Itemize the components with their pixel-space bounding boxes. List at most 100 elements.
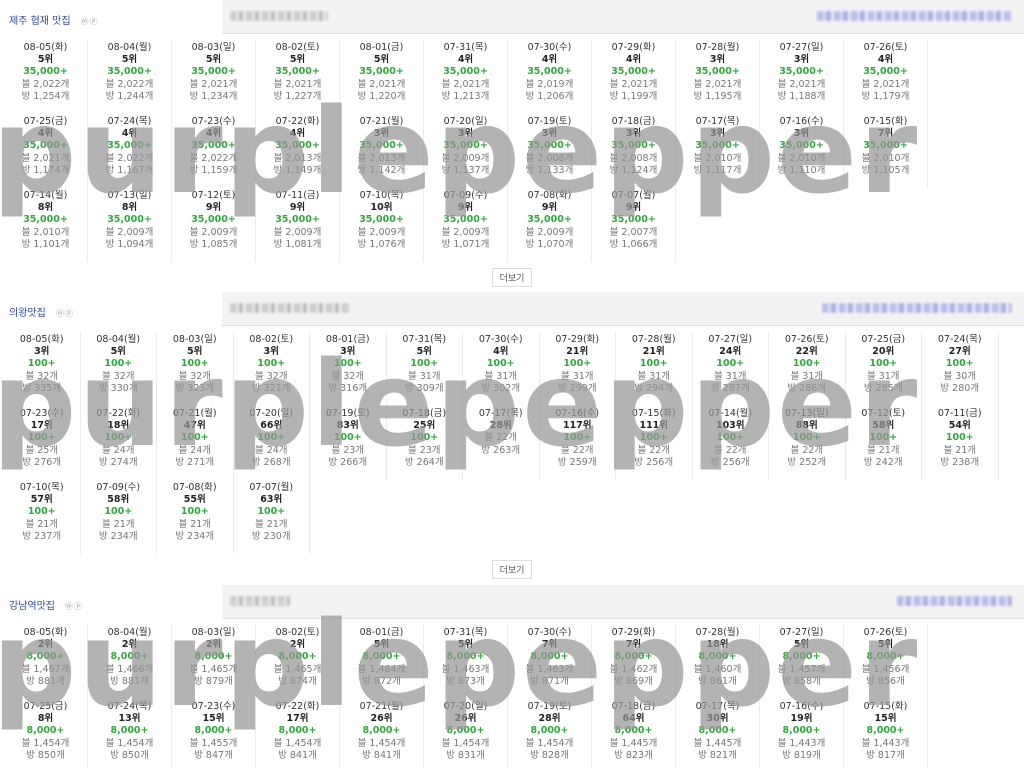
rank-date: 07-12(토) [861,408,906,419]
cafe-count: 방 869개 [614,675,653,687]
rank-value: 57위 [30,494,53,506]
cafe-count: 방 1,179개 [861,90,910,102]
blog-count: 블 1,454개 [105,737,154,749]
rank-cell: 08-05(화) 5위 35,000+ 블 2,022개 방 1,254개 [4,40,88,114]
blog-count: 블 2,009개 [105,226,154,238]
search-volume: 8,000+ [446,651,485,663]
rank-date: 07-28(월) [695,42,740,53]
rank-value: 15위 [202,713,225,725]
cafe-count: 방 1,105개 [861,164,910,176]
rank-value: 4위 [289,128,306,140]
rank-cell: 07-28(월) 3위 35,000+ 블 2,021개 방 1,195개 [676,40,760,114]
rank-value: 2위 [121,639,138,651]
blog-count: 블 1,445개 [693,737,742,749]
rank-cell: 08-02(토) 3위 100+ 블 32개 방 321개 [234,332,310,406]
cafe-count: 방 259개 [557,456,597,468]
rank-cell: 07-25(금) 20위 100+ 블 31개 방 285개 [846,332,922,406]
rank-value: 15위 [874,713,897,725]
rank-value: 2위 [205,639,222,651]
section-header: 강남역맛집 ⓜⓟ [0,585,1024,619]
search-volume: 35,000+ [443,140,488,152]
section-title[interactable]: 강남역맛집 [9,601,55,612]
cafe-count: 방 1,149개 [273,164,322,176]
cafe-count: 방 850개 [110,749,149,761]
cafe-count: 방 881개 [110,675,149,687]
rank-cell: 07-18(금) 25위 100+ 블 23개 방 264개 [387,406,463,480]
rank-date: 07-10(목) [19,482,64,493]
search-volume: 35,000+ [275,140,320,152]
rank-value: 4위 [541,54,558,66]
rank-cell: 07-11(금) 9위 35,000+ 블 2,009개 방 1,081개 [256,188,340,262]
search-volume: 8,000+ [362,651,401,663]
rank-cell: 08-05(화) 3위 100+ 블 32개 방 335개 [4,332,81,406]
blog-count: 블 2,021개 [273,78,322,90]
rank-date: 08-04(월) [96,334,141,345]
search-volume: 100+ [104,432,133,444]
rank-date: 07-21(월) [172,408,217,419]
cafe-count: 방 1,142개 [357,164,406,176]
section-title-box: 제주 협재 맛집 ⓜⓟ [0,0,222,34]
blog-count: 블 2,010개 [777,152,826,164]
rank-cell: 08-03(일) 5위 100+ 블 32개 방 323개 [157,332,234,406]
blog-count: 블 31개 [866,370,900,382]
rank-date: 07-29(화) [555,334,600,345]
rank-cell: 07-10(목) 10위 35,000+ 블 2,009개 방 1,076개 [340,188,424,262]
search-volume: 100+ [104,358,133,370]
search-volume: 100+ [257,358,286,370]
rank-value: 4위 [457,54,474,66]
search-volume: 35,000+ [695,66,740,78]
search-volume: 100+ [410,432,439,444]
rank-cell: 07-13(일) 88위 100+ 블 22개 방 252개 [769,406,846,480]
rank-value: 17위 [286,713,309,725]
rank-grid: 08-05(화) 2위 8,000+ 블 1,467개 방 881개 08-04(월) 2위… [0,619,1024,768]
cafe-count: 방 1,234개 [189,90,238,102]
section-header: 제주 협재 맛집 ⓜⓟ [0,0,1024,34]
cafe-count: 방 1,124개 [609,164,658,176]
more-button[interactable]: 더보기 [491,560,533,579]
rank-date: 07-24(목) [107,701,152,712]
blog-count: 블 1,463개 [441,663,490,675]
rank-cell: 07-23(수) 4위 35,000+ 블 2,022개 방 1,159개 [172,114,256,188]
rank-date: 07-19(토) [527,116,572,127]
search-volume: 8,000+ [530,651,569,663]
blurred-info-left [230,11,328,21]
rank-value: 28위 [538,713,561,725]
search-volume: 8,000+ [614,725,653,737]
section-title[interactable]: 의왕맛집 [9,308,46,319]
rank-cell: 07-12(토) 58위 100+ 블 21개 방 242개 [846,406,922,480]
blog-count: 블 23개 [407,444,441,456]
cafe-count: 방 237개 [22,530,62,542]
rank-date: 07-11(금) [937,408,982,419]
search-volume: 8,000+ [278,725,317,737]
rank-date: 07-31(목) [402,334,447,345]
cafe-count: 방 256개 [634,456,674,468]
rank-cell: 07-28(월) 21위 100+ 블 31개 방 294개 [616,332,693,406]
rank-cell: 07-27(일) 3위 35,000+ 블 2,021개 방 1,188개 [760,40,844,114]
mobile-pc-icon[interactable]: ⓜⓟ [65,602,84,611]
blog-count: 블 1,454개 [525,737,574,749]
cafe-count: 방 234개 [175,530,215,542]
blog-count: 블 1,456개 [861,663,910,675]
cafe-count: 방 280개 [940,382,980,394]
cafe-count: 방 1,066개 [609,238,658,250]
blog-count: 블 2,021개 [609,78,658,90]
rank-cell: 07-09(수) 58위 100+ 블 21개 방 234개 [81,480,157,554]
rank-value: 4위 [877,54,894,66]
cafe-count: 방 1,199개 [609,90,658,102]
rank-cell: 07-16(수) 117위 100+ 블 22개 방 259개 [540,406,616,480]
search-volume: 100+ [104,506,133,518]
search-volume: 35,000+ [863,140,908,152]
search-volume: 35,000+ [779,66,824,78]
rank-value: 3위 [373,128,390,140]
search-volume: 8,000+ [194,725,233,737]
section-title[interactable]: 제주 협재 맛집 [9,16,71,27]
mobile-pc-icon[interactable]: ⓜⓟ [55,309,74,318]
rank-date: 07-26(토) [784,334,829,345]
rank-cell: 07-24(목) 13위 8,000+ 블 1,454개 방 850개 [88,699,172,768]
rank-date: 07-27(일) [779,627,824,638]
rank-date: 08-03(일) [191,42,236,53]
more-button[interactable]: 더보기 [491,268,533,287]
rank-date: 08-01(금) [359,627,404,638]
rank-value: 3위 [793,54,810,66]
mobile-pc-icon[interactable]: ⓜⓟ [80,17,99,26]
